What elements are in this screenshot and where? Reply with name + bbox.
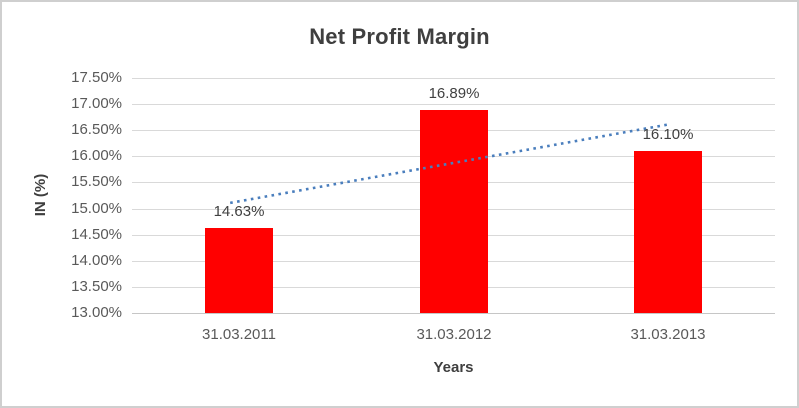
y-gridline — [132, 78, 775, 79]
y-tick-label: 17.00% — [71, 95, 122, 112]
x-axis-line — [132, 313, 775, 314]
data-label: 16.89% — [428, 85, 480, 102]
y-tick-label: 13.50% — [71, 278, 122, 295]
y-tick-label: 14.00% — [71, 252, 122, 269]
y-tick-label: 16.50% — [71, 121, 122, 138]
x-category-label: 31.03.2012 — [416, 326, 492, 343]
y-tick-label: 15.50% — [71, 173, 122, 190]
x-axis-title: Years — [433, 359, 474, 376]
y-tick-label: 14.50% — [71, 226, 122, 243]
bar-31.03.2013 — [634, 151, 702, 313]
data-label: 16.10% — [642, 126, 694, 143]
data-label: 14.63% — [213, 203, 265, 220]
y-tick-label: 15.00% — [71, 200, 122, 217]
y-gridline — [132, 104, 775, 105]
bar-31.03.2012 — [420, 110, 488, 313]
x-category-label: 31.03.2011 — [202, 326, 276, 343]
chart-title: Net Profit Margin — [309, 24, 490, 49]
bar-31.03.2011 — [205, 228, 273, 313]
y-tick-label: 13.00% — [71, 304, 122, 321]
y-tick-label: 16.00% — [71, 147, 122, 164]
y-tick-label: 17.50% — [71, 69, 122, 86]
x-category-label: 31.03.2013 — [630, 326, 706, 343]
